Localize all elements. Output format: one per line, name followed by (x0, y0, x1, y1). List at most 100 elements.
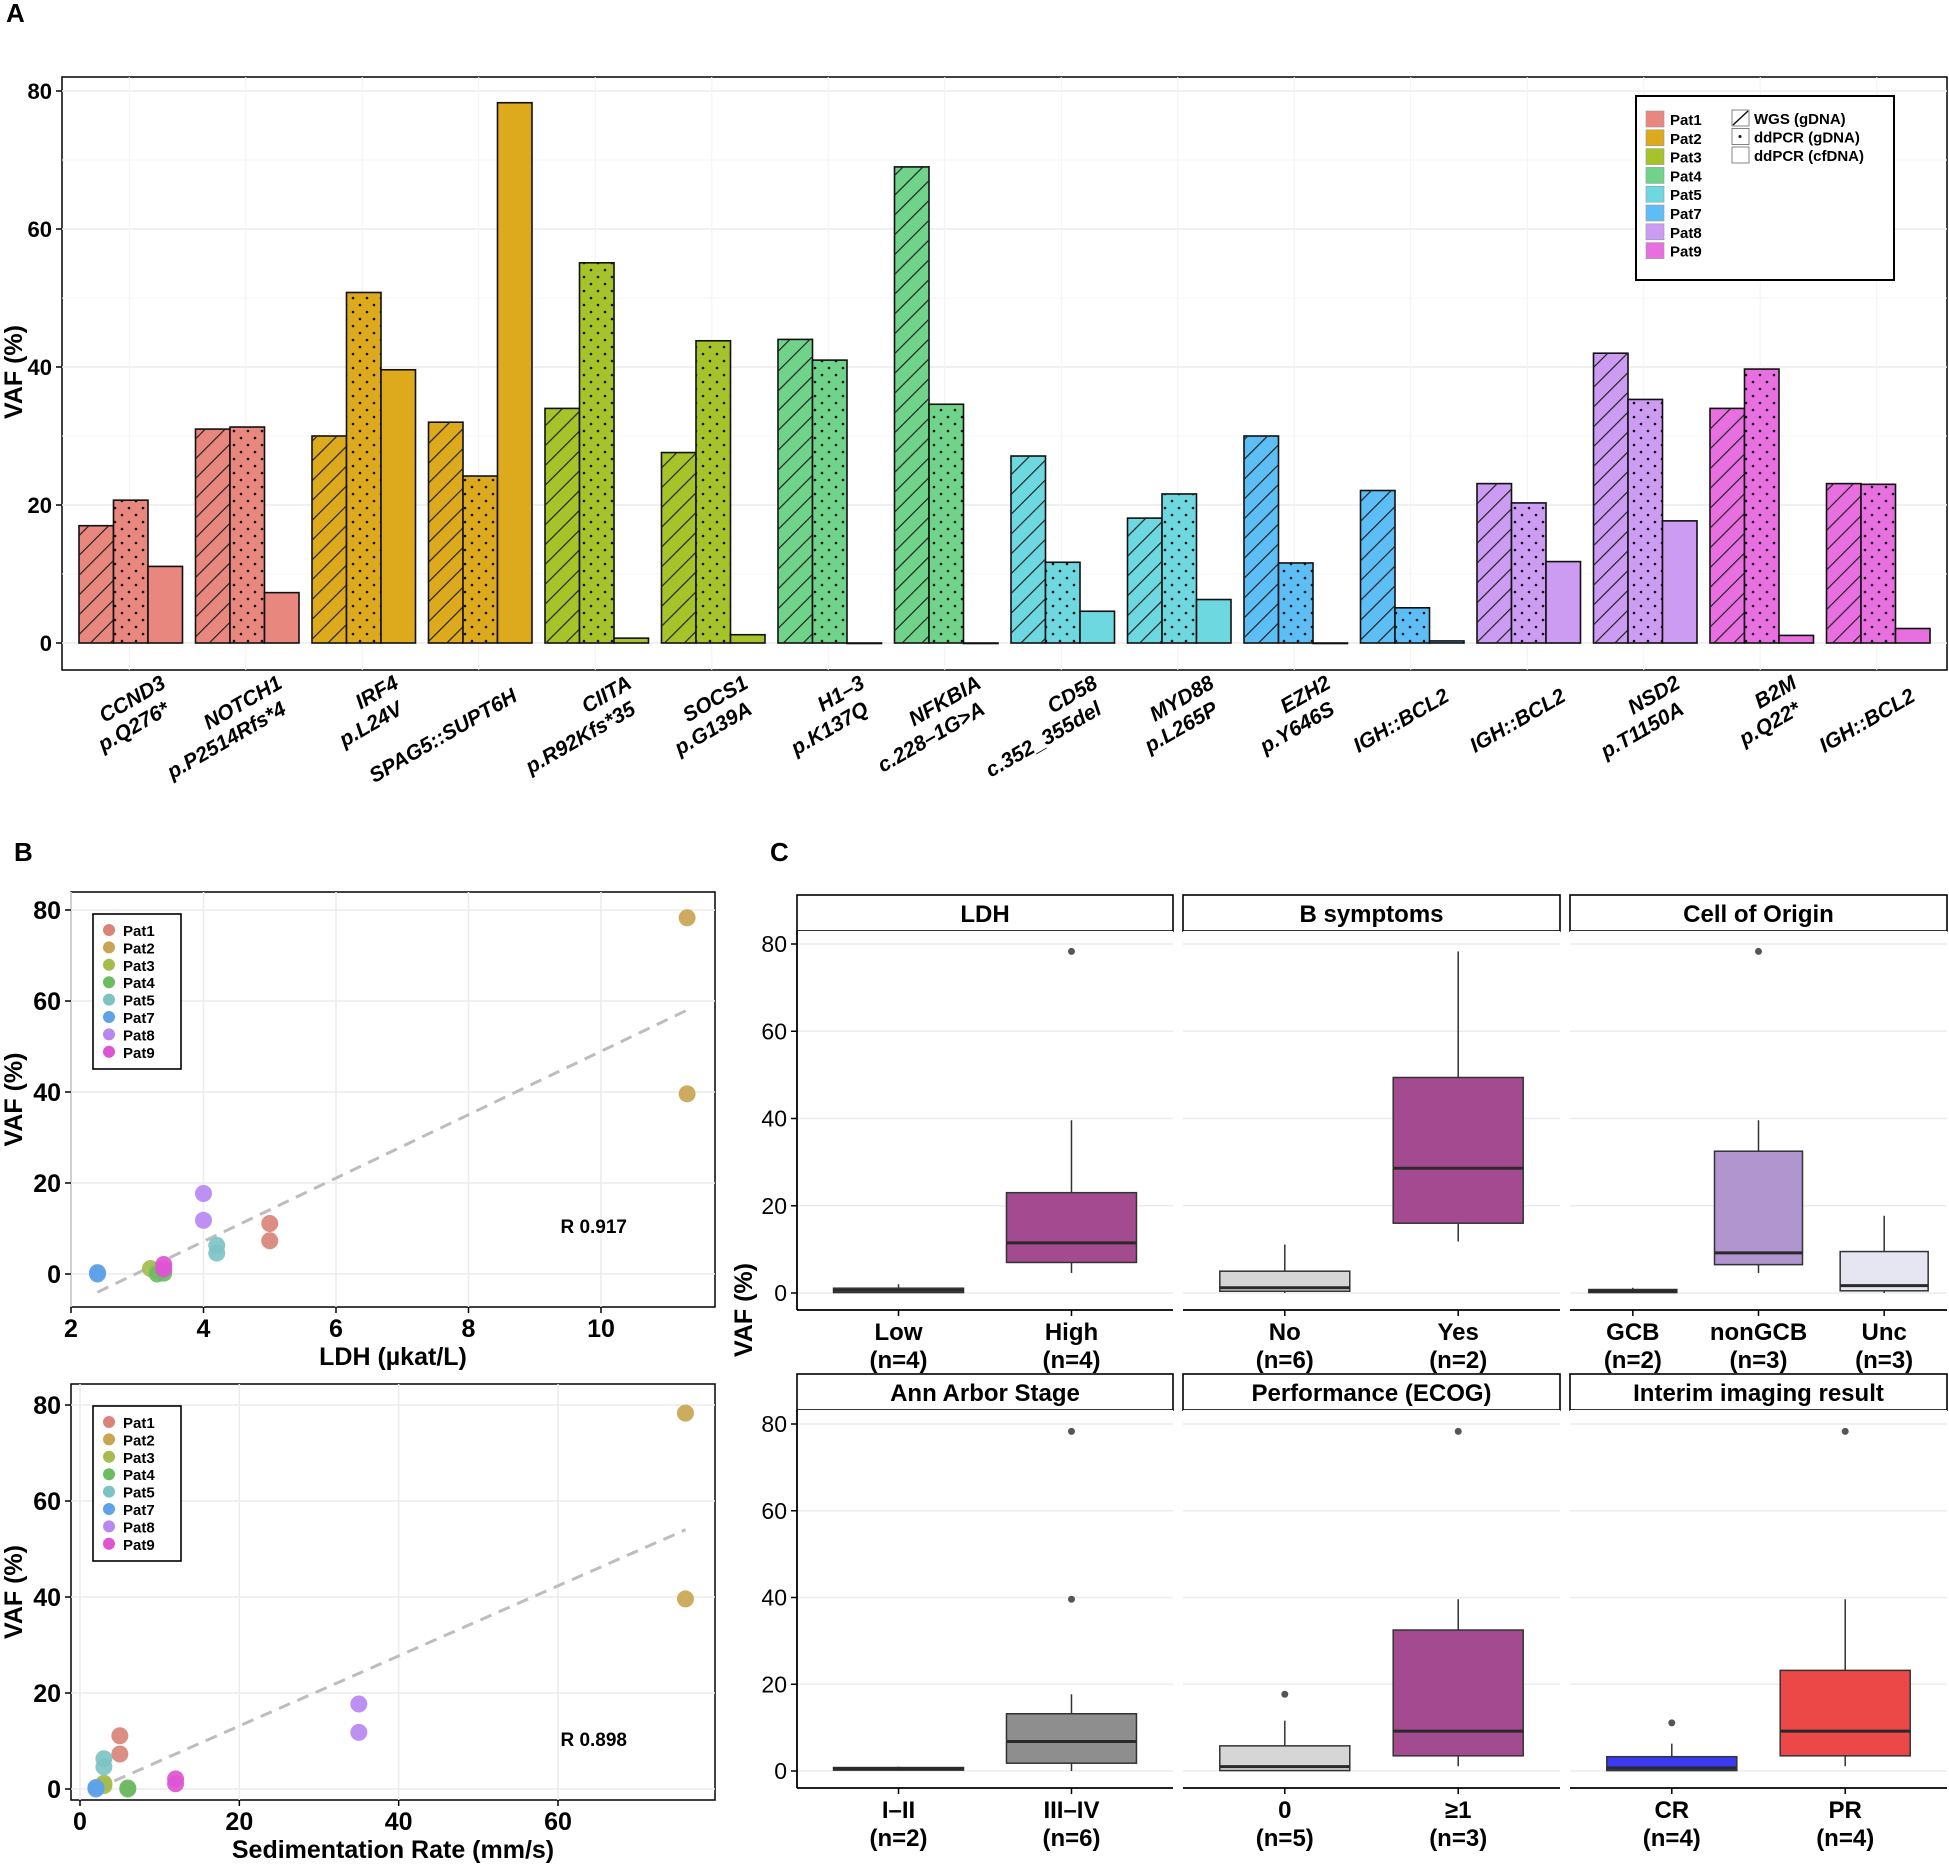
y-tick-label-c: 60 (761, 1018, 787, 1044)
bar-pat3 (729, 633, 766, 644)
y-tick-label-c: 0 (774, 1758, 787, 1784)
bar-pat1 (263, 591, 300, 644)
x-tick-count-c: (n=2) (1429, 1347, 1487, 1374)
legend-method-label-a: ddPCR (cfDNA) (1754, 148, 1864, 165)
x-tick-label-c: ≥1 (1445, 1797, 1472, 1824)
legend-label-a: Pat1 (1670, 112, 1702, 129)
point-pat2 (676, 1590, 694, 1608)
blank-square-icon (1731, 146, 1750, 164)
diagonal-hatch-icon-stroke (1732, 110, 1749, 126)
facet-title: LDH (960, 901, 1009, 928)
point-pat2 (676, 1404, 694, 1422)
bar-pat5 (1079, 610, 1116, 644)
bar-hatch-overlay (1127, 518, 1162, 643)
legend-swatch-pat4 (1645, 167, 1665, 184)
legend-box (92, 913, 182, 1070)
bar-pat2 (380, 368, 417, 644)
legend-dot-pat9 (103, 1045, 115, 1058)
legend-swatch-pat2 (1645, 129, 1665, 147)
bar-dots-overlay (346, 292, 381, 643)
correlation-annotation: R 0.917 (560, 1217, 627, 1238)
x-axis-title: Sedimentation Rate (mm/s) (232, 1836, 554, 1864)
point-pat7 (89, 1265, 106, 1283)
bar-dots-overlay (463, 476, 498, 643)
legend-box-a (1635, 95, 1895, 281)
facet-title: Cell of Origin (1683, 901, 1834, 928)
x-tick-label: 4 (197, 1315, 211, 1343)
bar-pat5 (1195, 598, 1232, 644)
point-pat1 (261, 1232, 279, 1250)
y-tick-label: 0 (47, 1261, 61, 1289)
point-pat8 (195, 1211, 212, 1229)
y-tick-label: 80 (33, 1392, 61, 1420)
x-tick-count-c: (n=4) (1042, 1347, 1100, 1374)
x-tick-label-c: High (1045, 1319, 1098, 1346)
x-tick-count-c: (n=2) (1604, 1347, 1662, 1374)
bar-dots-overlay (812, 360, 847, 643)
x-tick-count-c: (n=2) (870, 1825, 928, 1852)
point-pat1 (111, 1745, 129, 1763)
y-tick-label: 20 (33, 1170, 61, 1198)
bar-hatch-overlay (79, 525, 114, 643)
legend-swatch-pat8 (1645, 223, 1665, 241)
y-tick-label-a: 0 (40, 631, 52, 656)
y-tick-label-c: 20 (761, 1193, 787, 1219)
y-tick-label-a: 80 (28, 79, 52, 104)
bar-hatch-overlay (894, 166, 929, 643)
x-tick-count-c: (n=6) (1042, 1825, 1100, 1852)
legend-method-label-a: WGS (gDNA) (1754, 111, 1846, 128)
y-tick-label-a: 20 (28, 493, 52, 518)
bar-dots-overlay (113, 500, 148, 643)
legend-label: Pat3 (123, 1450, 155, 1467)
x-tick-label-c: CR (1654, 1797, 1689, 1824)
legend-label: Pat8 (123, 1519, 155, 1536)
outlier-point (1281, 1690, 1289, 1698)
facet-title: Ann Arbor Stage (890, 1380, 1080, 1407)
legend-label: Pat4 (123, 975, 155, 992)
legend-label: Pat1 (123, 923, 155, 940)
x-tick-label-a: SPAG5::SUPT6H (365, 684, 521, 788)
outlier-point (1067, 947, 1075, 955)
bar-dots-overlay (230, 427, 265, 643)
outlier-point (1668, 1719, 1676, 1727)
y-tick-label-c: 40 (761, 1585, 787, 1611)
point-pat5 (95, 1758, 113, 1776)
legend-label-a: Pat8 (1670, 225, 1702, 242)
legend-dot-pat9 (103, 1537, 115, 1550)
legend-dot-pat8 (103, 1520, 115, 1533)
point-pat4 (119, 1779, 137, 1797)
y-tick-label: 60 (33, 988, 61, 1016)
point-pat2 (678, 909, 696, 927)
regression-line (96, 1008, 688, 1294)
x-tick-count-c: (n=5) (1256, 1825, 1314, 1852)
legend-swatch-pat3 (1645, 148, 1665, 165)
x-tick-label-c: PR (1829, 1797, 1862, 1824)
y-tick-label-a: 40 (28, 355, 52, 380)
panel-b-ldh-scatter: 0 20 40 60 80 2 4 6 8 10 LDH (µkat/L) VAF (%) R 0.91… (0, 891, 716, 1371)
panel-letter-b: B (14, 837, 33, 867)
legend-label: Pat2 (123, 1432, 155, 1449)
x-tick-label: 20 (225, 1808, 253, 1836)
box-yes (1392, 1076, 1524, 1224)
legend-dot-pat2 (103, 941, 115, 954)
x-tick-label-c: III–IV (1043, 1797, 1099, 1824)
x-tick-label-a: IGH::BCL2 (1816, 684, 1920, 757)
x-tick-label-c: GCB (1606, 1319, 1659, 1346)
bar-hatch-overlay (545, 408, 580, 643)
legend-label: Pat5 (123, 993, 155, 1010)
y-tick-label: 80 (33, 897, 61, 925)
legend-dot-pat5 (103, 1485, 115, 1498)
bar-dots-overlay (1278, 562, 1313, 643)
legend-dot-pat8 (103, 1028, 115, 1041)
bar-pat8 (1661, 520, 1698, 644)
legend-swatch-pat1 (1645, 110, 1665, 128)
x-tick-label: 0 (73, 1808, 87, 1836)
x-tick-label-c: Yes (1438, 1319, 1479, 1346)
y-axis-title: VAF (%) (0, 1545, 28, 1639)
x-tick-label: 60 (544, 1808, 572, 1836)
bar-dots-overlay (1045, 562, 1080, 643)
legend-dot-pat4 (103, 976, 115, 989)
y-tick-label-c: 0 (774, 1280, 787, 1306)
outlier-point (1755, 947, 1762, 955)
bar-hatch-overlay (1244, 436, 1279, 643)
